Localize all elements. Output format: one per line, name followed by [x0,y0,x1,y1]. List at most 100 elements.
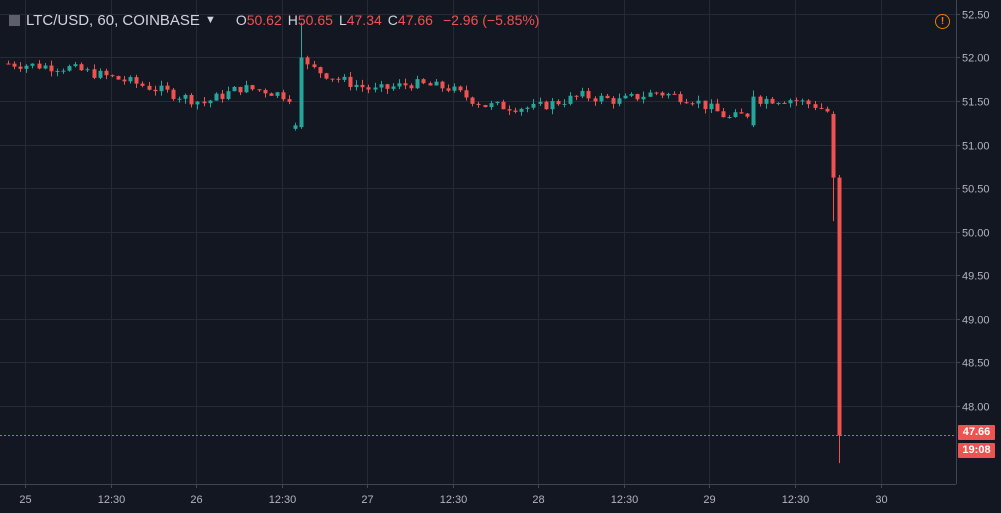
candle-body [336,78,341,80]
candle-body [195,101,200,105]
candle-body [177,98,182,100]
candle-body [281,92,286,100]
time-axis[interactable]: 25 12:30 26 12:30 27 12:30 28 12:30 29 12:30 30 [19,484,888,506]
candle-body [562,103,567,105]
time-tick-label: 12:30 [440,494,468,506]
candle-body [648,92,653,97]
grid-lines [0,0,956,484]
price-tick-label: 51.00 [962,141,990,153]
candle-body [489,103,494,108]
candle-body [519,108,524,112]
candle-body [354,84,359,87]
open-value: 50.62 [246,12,282,28]
candle-body [238,86,243,93]
candle-body [6,63,11,65]
last-price-tag: 47.66 [958,425,995,440]
candle-body [214,93,219,101]
candle-body [373,87,378,90]
candle-body [599,95,604,102]
candle-body [776,102,781,104]
candle-body [134,77,139,84]
candle-body [495,101,500,104]
candle-body [446,88,451,91]
candle-body [385,84,390,89]
candle-body [232,86,237,92]
symbol-label[interactable]: LTC/USD, 60, COINBASE [26,11,200,29]
candle-body [525,107,530,109]
candle-body [275,92,280,96]
close-value: 47.66 [397,12,433,28]
candle-body [660,92,665,96]
candle-body [305,57,310,65]
candle-body [293,125,298,129]
candle-body [538,101,543,104]
time-tick-label: 12:30 [611,494,639,506]
candle-body [55,70,60,72]
price-tick-label: 49.50 [962,271,990,283]
candle-body [727,117,732,119]
candle-body [556,101,561,105]
candle-body [806,100,811,105]
candle-body [501,101,506,110]
candle-body [819,107,824,109]
candle-body [788,100,793,104]
candle-body [739,112,744,114]
candle-body [593,98,598,102]
time-tick-label: 25 [19,494,31,506]
candle-body [715,103,720,112]
candle-body [202,101,207,104]
chevron-down-icon[interactable]: ▼ [204,14,216,26]
candle-body [531,103,536,108]
candle-body [428,83,433,86]
candle-body [458,86,463,91]
open-key: O [235,12,247,28]
candle-body [421,79,426,84]
candle-body [159,85,164,92]
candle-body [440,81,445,89]
candles [6,22,842,464]
candle-body [24,65,29,69]
candle-body [586,90,591,99]
candle-body [244,85,249,93]
candle-body [837,177,842,436]
candle-body [568,95,573,104]
candle-body [140,83,145,86]
candle-body [348,76,353,87]
candle-body [709,103,714,110]
candle-body [813,104,818,108]
candle-body [153,89,158,92]
candle-body [733,112,738,118]
candle-body [635,94,640,100]
candle-body [324,73,329,79]
candle-body [831,114,836,178]
candle-body [770,98,775,104]
candle-body [299,57,304,128]
time-tick-label: 12:30 [269,494,297,506]
price-tick-label: 50.00 [962,228,990,240]
candle-body [684,102,689,104]
candle-body [690,103,695,105]
countdown-tag: 19:08 [958,443,995,458]
candle-body [403,83,408,86]
candle-body [574,95,579,97]
chart-legend: LTC/USD, 60, COINBASE ▼ O 50.62 H 50.65 … [9,10,539,30]
candle-body [49,65,54,72]
price-tick-label: 49.00 [962,315,990,327]
candle-body [269,93,274,96]
candle-body [470,97,475,104]
high-key: H [287,12,298,28]
candle-body [318,67,323,74]
time-tick-label: 29 [703,494,715,506]
price-tick-label: 51.50 [962,97,990,109]
candle-body [263,90,268,94]
low-value: 47.34 [346,12,382,28]
alert-icon[interactable]: ! [935,14,950,29]
time-tick-label: 12:30 [98,494,126,506]
price-axis[interactable]: 52.50 52.00 51.50 51.00 50.50 50.00 49.50 49.00… [956,10,990,414]
candle-body [379,84,384,88]
symbol-logo-icon [9,14,20,26]
price-tick-label: 52.00 [962,53,990,65]
candle-body [98,70,103,78]
candle-body [623,95,628,99]
